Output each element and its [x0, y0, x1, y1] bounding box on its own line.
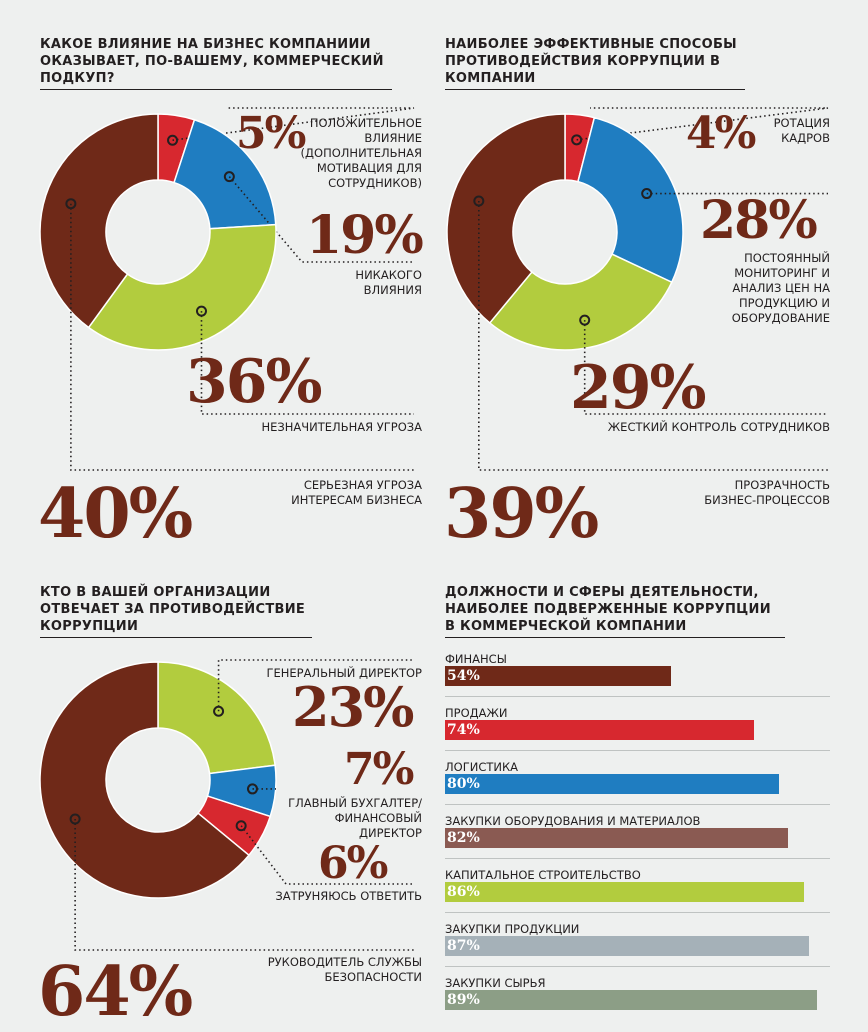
chart1-slice3 — [87, 223, 277, 351]
bar-3 — [445, 774, 780, 794]
bar-7 — [445, 990, 818, 1010]
bar-value-5: 86% — [447, 884, 480, 900]
chart1-marker4 — [65, 198, 77, 210]
chart2-slice1-label: Ротация кадров — [773, 116, 830, 145]
chart3-marker1 — [213, 705, 225, 717]
chart2-slice3 — [488, 253, 673, 351]
chart1-leader1 — [172, 107, 415, 142]
bar-category-7: Закупки сырья — [445, 976, 546, 990]
chart2-marker4 — [473, 195, 485, 207]
chart1-slice4-label: Серьезная угроза интересам бизнеса — [291, 478, 422, 507]
chart2-slice3-value: 29% — [570, 353, 707, 423]
chart3-slice3-value: 6% — [318, 838, 388, 889]
chart3-slice4 — [39, 661, 250, 899]
chart1-slice3-value: 36% — [186, 347, 323, 417]
chart2-marker1 — [571, 134, 583, 146]
bar-value-6: 87% — [447, 938, 480, 954]
bar-separator-1 — [445, 696, 830, 697]
chart1-slice4 — [39, 113, 159, 329]
bar-category-3: Логистика — [445, 760, 519, 774]
chart1-leader2 — [228, 176, 414, 263]
bar-separator-3 — [445, 804, 830, 805]
chart2-slice4-label: Прозрачность бизнес-процессов — [704, 478, 830, 507]
chart3-leader4 — [74, 819, 414, 951]
bar-category-4: Закупки оборудования и материалов — [445, 814, 701, 828]
chart1-slice2-label: Никакого влияния — [355, 268, 422, 297]
chart3-slice1-label: Генеральный директор — [266, 666, 422, 680]
chart3-slice2-label: Главный бухгалтер/ финансовый директор — [288, 796, 422, 840]
chart2-slice1-value: 4% — [686, 108, 756, 159]
chart2-slice2-value: 28% — [700, 190, 818, 251]
chart3-marker2 — [246, 783, 258, 795]
chart3-slice3-label: Затруняюсь ответить — [275, 889, 422, 903]
chart1-slice1-label: Положительное влияние (дополнительная мо… — [300, 116, 422, 190]
chart1-leader4 — [70, 203, 414, 471]
chart2-marker3 — [579, 314, 591, 326]
chart1-title: Какое влияние на бизнес компаниии оказыв… — [40, 36, 392, 90]
chart3-title: Кто в вашей организации отвечает за прот… — [40, 584, 312, 638]
bar-separator-6 — [445, 966, 830, 967]
chart3-marker3 — [235, 820, 247, 832]
chart1-marker1 — [167, 134, 179, 146]
bar-separator-5 — [445, 912, 830, 913]
bar-separator-2 — [445, 750, 830, 751]
bar-value-4: 82% — [447, 830, 480, 846]
chart1-slice1-value: 5% — [236, 108, 306, 159]
bar-category-5: Капитальное строительство — [445, 868, 641, 882]
bar-value-3: 80% — [447, 776, 480, 792]
bar-value-7: 89% — [447, 992, 480, 1008]
bar-6 — [445, 936, 809, 956]
bar-4 — [445, 828, 788, 848]
chart1-slice2-value: 19% — [306, 205, 424, 266]
chart2-title: Наиболее эффективные способы противодейс… — [445, 36, 745, 90]
chart2-slice2-label: Постоянный мониторинг и анализ цен на пр… — [731, 251, 830, 325]
bar-separator-4 — [445, 858, 830, 859]
chart4-title: Должности и сферы деятельности, наиболее… — [445, 584, 785, 638]
chart3-slice1-value: 23% — [292, 675, 414, 739]
chart2-leader1 — [576, 107, 829, 141]
chart2-slice2 — [577, 116, 684, 284]
chart1-marker2 — [223, 171, 235, 183]
chart3-marker4 — [69, 813, 81, 825]
bar-value-1: 54% — [447, 668, 480, 684]
chart3-leader3 — [240, 825, 414, 885]
chart1-slice3-label: Незначительная угроза — [261, 420, 422, 434]
bar-category-2: Продажи — [445, 706, 508, 720]
chart3-slice4-value: 64% — [38, 952, 193, 1032]
chart3-slice2-value: 7% — [344, 744, 414, 795]
chart2-slice4 — [446, 113, 566, 324]
chart2-slice3-label: Жесткий контроль сотрудников — [607, 420, 830, 434]
bar-2 — [445, 720, 755, 740]
bar-5 — [445, 882, 805, 902]
chart2-slice4-value: 39% — [444, 474, 599, 554]
bar-category-6: Закупки продукции — [445, 922, 580, 936]
chart3-slice4-label: Руководитель службы безопасности — [267, 955, 422, 984]
bar-value-2: 74% — [447, 722, 480, 738]
bar-1 — [445, 666, 671, 686]
chart1-slice4-value: 40% — [38, 474, 193, 554]
bar-category-1: Финансы — [445, 652, 507, 666]
chart3-slice1 — [157, 661, 276, 775]
chart2-marker2 — [641, 188, 653, 200]
chart1-marker3 — [195, 305, 207, 317]
